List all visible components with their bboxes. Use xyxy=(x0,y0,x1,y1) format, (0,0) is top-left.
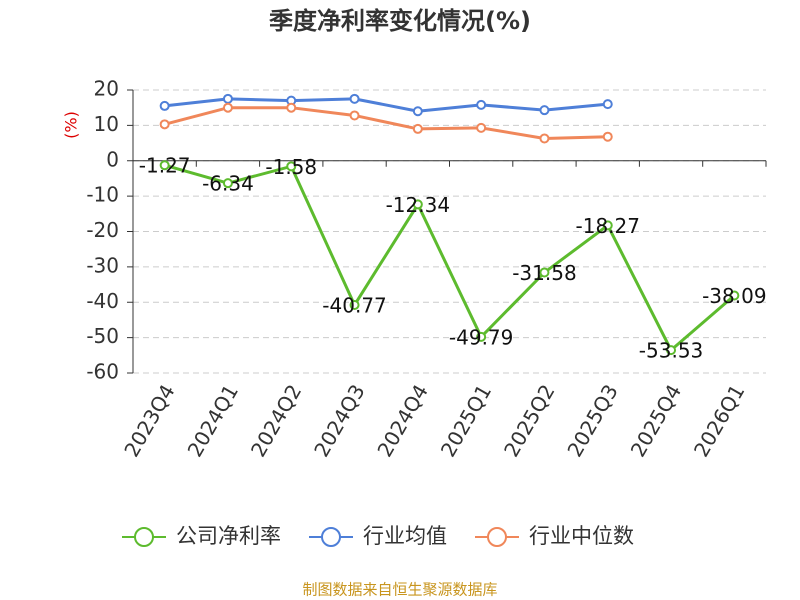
x-tick-label: 2025Q3 xyxy=(562,380,622,461)
x-tick-label: 2024Q2 xyxy=(246,380,306,461)
legend-marker xyxy=(487,527,507,547)
y-tick-label: 10 xyxy=(94,112,119,136)
data-point xyxy=(602,99,613,110)
data-point xyxy=(349,110,360,121)
data-label: -40.77 xyxy=(322,293,386,317)
data-point xyxy=(729,290,740,301)
data-point xyxy=(539,267,550,278)
x-tick-label: 2025Q1 xyxy=(436,380,496,461)
data-label: -6.34 xyxy=(202,172,254,196)
data-point xyxy=(222,102,233,113)
data-point xyxy=(476,331,487,342)
x-tick-label: 2024Q3 xyxy=(309,380,369,461)
legend-marker xyxy=(321,527,341,547)
data-point xyxy=(349,93,360,104)
data-point xyxy=(539,133,550,144)
data-point xyxy=(412,199,423,210)
legend-marker xyxy=(134,527,154,547)
x-tick-label: 2025Q4 xyxy=(626,380,686,461)
chart-title: 季度净利率变化情况(%) xyxy=(269,7,531,35)
y-tick-label: 20 xyxy=(94,77,119,101)
data-label: -53.53 xyxy=(639,339,703,363)
data-point xyxy=(666,345,677,356)
data-point xyxy=(539,105,550,116)
legend-label: 公司净利率 xyxy=(176,524,281,548)
data-point xyxy=(476,99,487,110)
legend-label: 行业均值 xyxy=(363,524,447,548)
y-tick-label: 0 xyxy=(106,147,119,171)
series-line xyxy=(164,97,608,113)
data-point xyxy=(159,100,170,111)
data-point xyxy=(286,102,297,113)
x-tick-label: 2023Q4 xyxy=(119,380,179,461)
y-tick-label: -30 xyxy=(86,253,119,277)
data-point xyxy=(159,160,170,171)
series-line xyxy=(164,163,736,353)
legend-label: 行业中位数 xyxy=(529,524,634,548)
data-label: -12.34 xyxy=(386,193,450,217)
data-point xyxy=(286,161,297,172)
y-tick-label: -60 xyxy=(86,360,119,384)
y-tick-label: -50 xyxy=(86,324,119,348)
x-tick-label: 2024Q4 xyxy=(372,380,432,461)
data-point xyxy=(412,123,423,134)
data-point xyxy=(412,106,423,117)
source-note: 制图数据来自恒生聚源数据库 xyxy=(302,581,497,599)
data-point xyxy=(222,93,233,104)
data-label: -31.58 xyxy=(512,261,576,285)
data-point xyxy=(602,131,613,142)
data-point xyxy=(159,119,170,130)
x-tick-label: 2025Q2 xyxy=(499,380,559,461)
y-tick-label: -40 xyxy=(86,289,119,313)
data-label: -49.79 xyxy=(449,325,513,349)
data-label: -38.09 xyxy=(702,284,766,308)
data-point xyxy=(476,122,487,133)
y-tick-label: -10 xyxy=(86,183,119,207)
data-label: -1.27 xyxy=(139,154,191,178)
data-point xyxy=(602,220,613,231)
x-tick-label: 2026Q1 xyxy=(689,380,749,461)
data-point xyxy=(222,178,233,189)
y-tick-label: -20 xyxy=(86,218,119,242)
series-line xyxy=(164,106,608,140)
data-label: -18.27 xyxy=(576,214,640,238)
x-tick-label: 2024Q1 xyxy=(183,380,243,461)
y-axis-label: (%) xyxy=(62,111,81,139)
data-point xyxy=(349,299,360,310)
data-label: -1.58 xyxy=(265,155,317,179)
